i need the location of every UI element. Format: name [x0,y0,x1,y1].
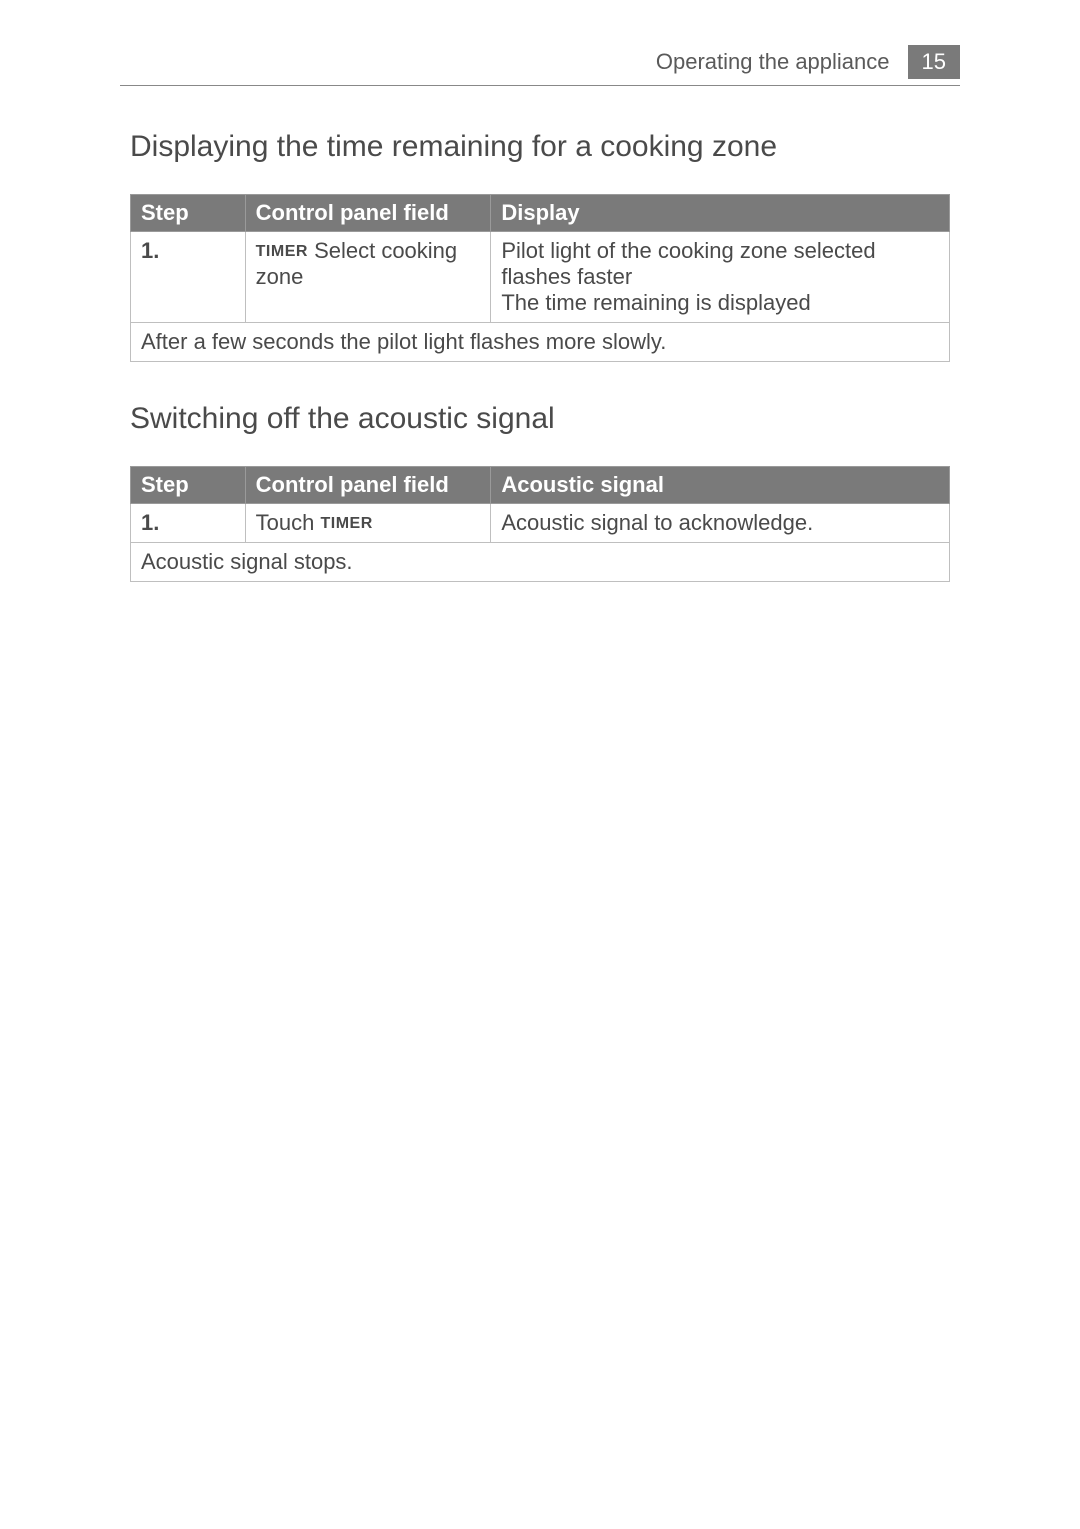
section2-table: Step Control panel field Acoustic signal… [130,466,950,582]
cell-display: Pilot light of the cooking zone selected… [491,232,950,323]
col-display: Display [491,195,950,232]
cell-control: TIMER Select cooking zone [245,232,491,323]
timer-label: TIMER [320,515,372,532]
section2-footer: Acoustic signal stops. [131,543,950,582]
page-header: Operating the appliance 15 [656,45,960,79]
col-acoustic-signal: Acoustic signal [491,467,950,504]
cell-step: 1. [131,232,246,323]
col-step: Step [131,467,246,504]
table-header-row: Step Control panel field Display [131,195,950,232]
cell-signal: Acoustic signal to acknowledge. [491,504,950,543]
table-row: 1. Touch TIMER Acoustic signal to acknow… [131,504,950,543]
step-number: 1. [141,238,159,263]
header-section-title: Operating the appliance [656,49,890,75]
section1-table: Step Control panel field Display 1. TIME… [130,194,950,362]
section1-footer: After a few seconds the pilot light flas… [131,323,950,362]
control-text-before: Touch [256,510,321,535]
display-line2: The time remaining is displayed [501,290,810,315]
col-control-panel-field: Control panel field [245,195,491,232]
page-number: 15 [908,45,960,79]
table-header-row: Step Control panel field Acoustic signal [131,467,950,504]
display-line1: Pilot light of the cooking zone selected… [501,238,875,289]
table-footer-row: After a few seconds the pilot light flas… [131,323,950,362]
timer-label: TIMER [256,243,308,260]
section1-heading: Displaying the time remaining for a cook… [130,130,950,164]
cell-step: 1. [131,504,246,543]
section2-heading: Switching off the acoustic signal [130,402,950,436]
col-step: Step [131,195,246,232]
table-row: 1. TIMER Select cooking zone Pilot light… [131,232,950,323]
table-footer-row: Acoustic signal stops. [131,543,950,582]
col-control-panel-field: Control panel field [245,467,491,504]
cell-control: Touch TIMER [245,504,491,543]
step-number: 1. [141,510,159,535]
header-rule [120,85,960,86]
page-content: Displaying the time remaining for a cook… [130,120,950,582]
